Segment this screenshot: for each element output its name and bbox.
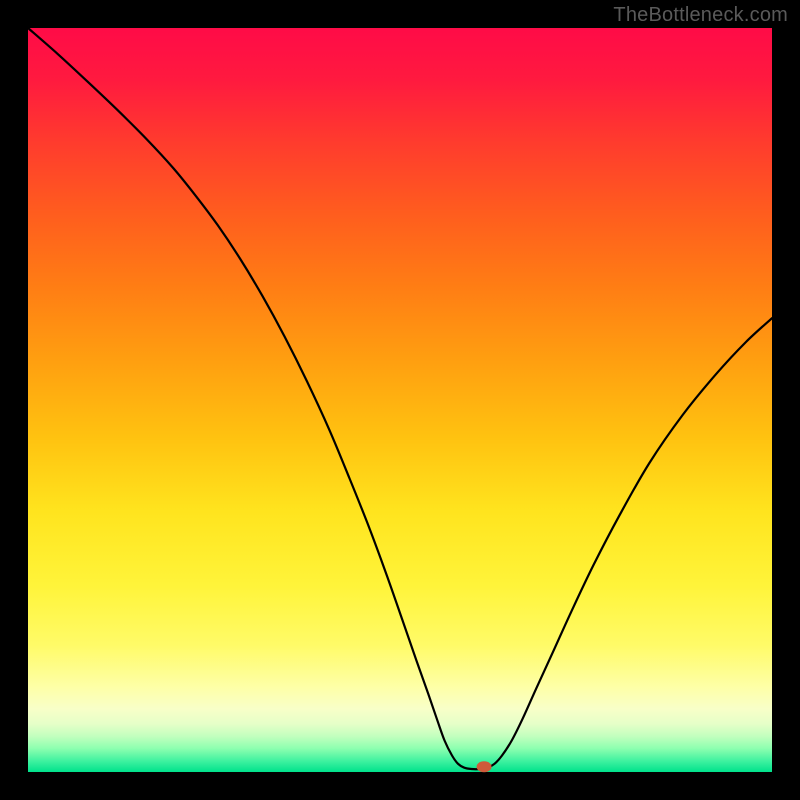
- bottleneck-chart: [0, 0, 800, 800]
- plot-background: [28, 28, 772, 772]
- optimal-point-marker: [477, 761, 492, 772]
- stage: TheBottleneck.com: [0, 0, 800, 800]
